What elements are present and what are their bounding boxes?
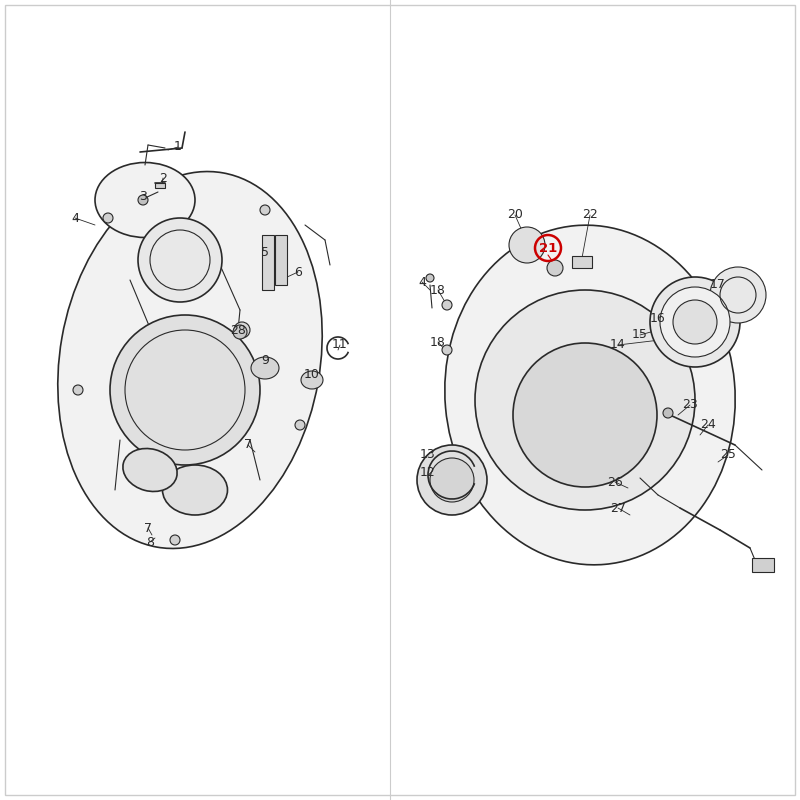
Text: 24: 24	[700, 418, 716, 431]
Circle shape	[513, 343, 657, 487]
Circle shape	[475, 290, 695, 510]
Text: 7: 7	[144, 522, 152, 534]
Circle shape	[650, 277, 740, 367]
Text: 18: 18	[430, 335, 446, 349]
Circle shape	[170, 535, 180, 545]
Bar	[155, 183, 165, 188]
Circle shape	[442, 300, 452, 310]
Circle shape	[138, 195, 148, 205]
Circle shape	[663, 408, 673, 418]
Text: 23: 23	[682, 398, 698, 411]
Text: 1: 1	[174, 141, 182, 154]
Bar	[275, 235, 287, 285]
Text: 7: 7	[244, 438, 252, 451]
Circle shape	[660, 287, 730, 357]
Circle shape	[509, 227, 545, 263]
Text: 14: 14	[610, 338, 626, 351]
Text: 25: 25	[720, 449, 736, 462]
Circle shape	[673, 300, 717, 344]
Text: 21: 21	[539, 242, 557, 254]
Bar	[572, 256, 592, 268]
Circle shape	[234, 322, 250, 338]
Text: 10: 10	[304, 369, 320, 382]
Circle shape	[233, 325, 247, 339]
Bar	[752, 558, 774, 572]
Bar	[262, 235, 274, 290]
Text: 22: 22	[582, 209, 598, 222]
Ellipse shape	[301, 371, 323, 389]
Ellipse shape	[162, 465, 227, 515]
Ellipse shape	[58, 171, 322, 549]
Text: 5: 5	[261, 246, 269, 258]
Text: 3: 3	[139, 190, 147, 203]
Text: 8: 8	[146, 535, 154, 549]
Text: 6: 6	[294, 266, 302, 278]
Circle shape	[442, 345, 452, 355]
Circle shape	[295, 420, 305, 430]
Circle shape	[426, 274, 434, 282]
Text: 4: 4	[418, 275, 426, 289]
Text: 13: 13	[420, 449, 436, 462]
Text: 15: 15	[632, 329, 648, 342]
Text: 27: 27	[610, 502, 626, 514]
Text: 17: 17	[710, 278, 726, 291]
Text: 18: 18	[430, 283, 446, 297]
Ellipse shape	[251, 357, 279, 379]
Circle shape	[710, 267, 766, 323]
Text: 12: 12	[420, 466, 436, 478]
Ellipse shape	[445, 225, 735, 565]
Text: 9: 9	[261, 354, 269, 366]
Circle shape	[73, 385, 83, 395]
Text: 4: 4	[71, 211, 79, 225]
Ellipse shape	[95, 162, 195, 238]
Text: 11: 11	[332, 338, 348, 351]
Text: 28: 28	[230, 323, 246, 337]
Text: 2: 2	[159, 171, 167, 185]
Ellipse shape	[123, 449, 177, 491]
Text: 16: 16	[650, 311, 666, 325]
Text: 26: 26	[607, 475, 623, 489]
Circle shape	[110, 315, 260, 465]
Circle shape	[103, 213, 113, 223]
Circle shape	[260, 205, 270, 215]
Circle shape	[547, 260, 563, 276]
Circle shape	[430, 458, 474, 502]
Circle shape	[138, 218, 222, 302]
Text: 20: 20	[507, 209, 523, 222]
Circle shape	[417, 445, 487, 515]
